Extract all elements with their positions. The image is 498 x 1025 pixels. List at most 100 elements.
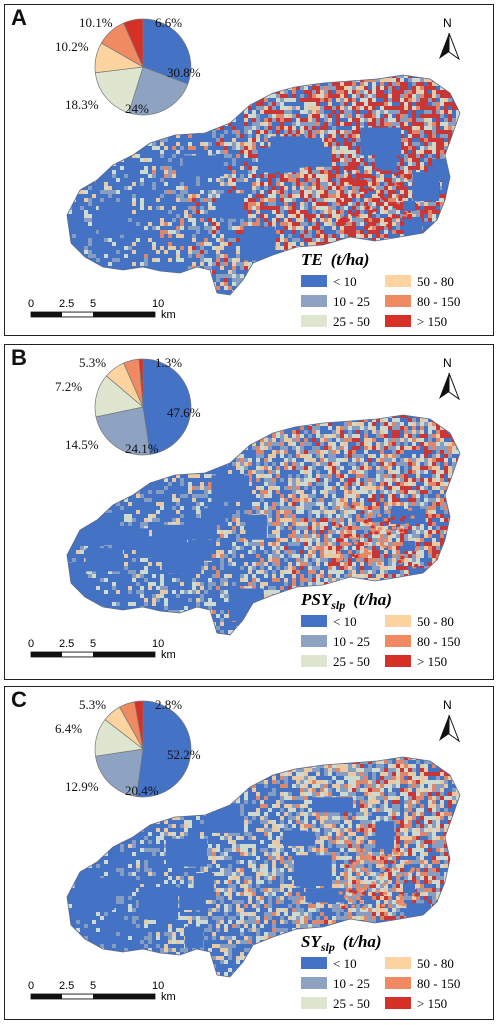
legend-label: > 150: [417, 314, 447, 329]
legend-label: 80 - 150: [417, 294, 460, 309]
legend-label: 80 - 150: [417, 976, 460, 991]
north-arrow-icon: [439, 714, 461, 743]
legend-title: PSYslp (t/ha): [300, 590, 392, 612]
pie-label: 1.3%: [155, 355, 182, 370]
pie-label: 30.8%: [167, 65, 201, 80]
pie-label: 47.6%: [167, 405, 201, 420]
pie-label: 6.4%: [55, 721, 82, 736]
legend-swatch: [385, 295, 411, 307]
scale-label: 0: [28, 980, 34, 992]
north-arrow-icon: [439, 372, 461, 401]
scale-label: 5: [90, 638, 96, 650]
legend-swatch: [385, 275, 411, 287]
legend-title: TE (t/ha): [301, 250, 369, 269]
pie-slice: [95, 406, 151, 456]
pie-label: 10.1%: [79, 15, 113, 30]
scale-label: 10: [152, 980, 164, 992]
pie-slice: [94, 66, 144, 114]
legend-label: 50 - 80: [417, 614, 454, 629]
pie-label: 18.3%: [65, 97, 99, 112]
legend-label: 25 - 50: [333, 996, 370, 1011]
scale-label: 10: [152, 298, 164, 310]
legend-swatch: [385, 655, 411, 667]
legend-label: < 10: [333, 956, 357, 971]
legend-swatch: [301, 315, 327, 327]
pie-label: 52.2%: [167, 747, 201, 762]
pie-label: 5.3%: [79, 355, 106, 370]
pie-label: 12.9%: [65, 779, 99, 794]
panel-letter: A: [11, 5, 27, 30]
pie-label: 7.2%: [55, 379, 82, 394]
legend-swatch: [301, 275, 327, 287]
legend-swatch: [385, 615, 411, 627]
pie-slice: [138, 358, 144, 408]
scale-label: 2.5: [59, 638, 74, 650]
pie-label: 24%: [125, 101, 149, 116]
pie-chart: [94, 18, 192, 116]
legend: < 10 10 - 25 25 - 50 50 - 80 80 - 150 > 150: [301, 274, 460, 329]
pie-chart: [94, 358, 192, 456]
north-label: N: [443, 16, 452, 30]
legend-label: 50 - 80: [417, 274, 454, 289]
pie-label: 6.6%: [155, 15, 182, 30]
legend-label: 25 - 50: [333, 654, 370, 669]
legend-swatch: [301, 957, 327, 969]
map-panel-b-svg: 47.6% 24.1% 14.5% 7.2% 5.3% 1.3% N PSYslp (t/ha)…: [28, 355, 461, 669]
legend-swatch: [385, 997, 411, 1009]
pie-slice: [95, 748, 144, 797]
pie-label: 14.5%: [65, 437, 99, 452]
pie-slice: [135, 700, 192, 798]
pie-slice: [142, 18, 192, 85]
pie-slice: [128, 66, 189, 116]
panel-letter: C: [11, 687, 27, 712]
legend-label: > 150: [417, 654, 447, 669]
panel-b: 47.6% 24.1% 14.5% 7.2% 5.3% 1.3% N PSYslp (t/ha)…: [4, 344, 494, 680]
legend-label: < 10: [333, 614, 357, 629]
legend-label: 10 - 25: [333, 634, 370, 649]
scale-label: 2.5: [59, 980, 74, 992]
pie-label: 5.3%: [79, 697, 106, 712]
scale-label: 2.5: [59, 298, 74, 310]
legend-swatch: [385, 635, 411, 647]
pie-label: 2.8%: [155, 697, 182, 712]
legend-label: < 10: [333, 274, 357, 289]
map-panel-a-svg: 30.8% 24% 18.3% 10.2% 10.1% 6.6% N TE (t/ha) < 10…: [28, 15, 461, 329]
panel-c: 52.2% 20.4% 12.9% 6.4% 5.3% 2.8% N SYslp (t/ha) <…: [4, 686, 494, 1020]
scale-label: km: [161, 649, 176, 661]
scale-label: 0: [28, 298, 34, 310]
pie-slice: [142, 358, 192, 455]
scale-label: 0: [28, 638, 34, 650]
legend-label: > 150: [417, 996, 447, 1011]
scale-label: 10: [152, 638, 164, 650]
pie-chart: [94, 700, 192, 798]
legend-label: 10 - 25: [333, 976, 370, 991]
legend-swatch: [385, 977, 411, 989]
scale-label: 5: [90, 980, 96, 992]
legend: < 10 10 - 25 25 - 50 50 - 80 80 - 150 > 150: [301, 614, 460, 669]
legend-label: 80 - 150: [417, 634, 460, 649]
legend-swatch: [385, 315, 411, 327]
scale-label: km: [161, 309, 176, 321]
scale-label: 5: [90, 298, 96, 310]
legend-swatch: [301, 655, 327, 667]
pie-label: 24.1%: [125, 441, 159, 456]
legend-swatch: [301, 615, 327, 627]
pie-label: 10.2%: [55, 39, 89, 54]
panel-letter: B: [11, 345, 27, 370]
north-label: N: [443, 356, 452, 370]
legend-title: SYslp (t/ha): [301, 932, 382, 954]
pie-label: 20.4%: [125, 783, 159, 798]
north-label: N: [443, 698, 452, 712]
legend-swatch: [301, 295, 327, 307]
legend: < 10 10 - 25 25 - 50 50 - 80 80 - 150 > 150: [301, 956, 460, 1011]
scale-label: km: [161, 991, 176, 1003]
legend-swatch: [301, 997, 327, 1009]
legend-label: 50 - 80: [417, 956, 454, 971]
legend-swatch: [385, 957, 411, 969]
legend-swatch: [301, 635, 327, 647]
north-arrow-icon: [439, 32, 461, 61]
